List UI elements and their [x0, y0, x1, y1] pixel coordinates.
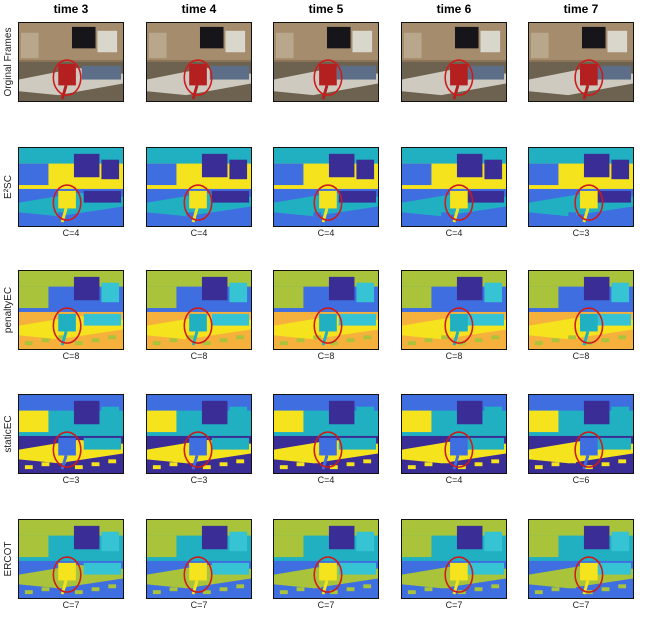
frame-seg-ercot-time-6 [401, 519, 507, 599]
column-header-time-4: time 4 [181, 2, 217, 16]
cluster-count-caption: C=7 [445, 600, 463, 610]
cluster-count-caption: C=8 [62, 351, 80, 361]
frame-seg-penalty-time-5 [273, 270, 379, 350]
highlight-circle [52, 556, 82, 593]
highlight-circle [574, 184, 604, 221]
frame-seg-e2sc-time-7 [528, 147, 634, 227]
row-label-4: ERCOT [3, 541, 14, 577]
cluster-count-caption: C=8 [445, 351, 463, 361]
highlight-circle [183, 556, 213, 593]
highlight-circle [574, 307, 604, 344]
frame-seg-static-time-6 [401, 394, 507, 474]
frame-photo-time-7 [528, 22, 634, 102]
frame-seg-static-time-4 [146, 394, 252, 474]
frame-photo-time-6 [401, 22, 507, 102]
frame-seg-penalty-time-3 [18, 270, 124, 350]
cluster-count-caption: C=3 [62, 475, 80, 485]
frame-photo-time-5 [273, 22, 379, 102]
highlight-circle [183, 184, 213, 221]
cluster-count-caption: C=4 [62, 228, 80, 238]
cluster-count-caption: C=7 [317, 600, 335, 610]
row-label-0: Orginal Frames [3, 27, 14, 97]
cluster-count-caption: C=4 [317, 475, 335, 485]
frame-seg-e2sc-time-6 [401, 147, 507, 227]
highlight-circle [444, 431, 474, 468]
highlight-circle [183, 307, 213, 344]
frame-seg-penalty-time-6 [401, 270, 507, 350]
row-label-2: penaltyEC [3, 286, 14, 334]
cluster-count-caption: C=7 [190, 600, 208, 610]
column-header-time-5: time 5 [308, 2, 344, 16]
cluster-count-caption: C=7 [572, 600, 590, 610]
cluster-count-caption: C=3 [572, 228, 590, 238]
column-header-time-7: time 7 [563, 2, 599, 16]
highlight-circle [574, 59, 604, 96]
frame-seg-static-time-5 [273, 394, 379, 474]
row-label-1: E²SC [3, 175, 14, 199]
highlight-circle [313, 184, 343, 221]
frame-seg-e2sc-time-5 [273, 147, 379, 227]
cluster-count-caption: C=8 [572, 351, 590, 361]
cluster-count-caption: C=4 [445, 228, 463, 238]
frame-photo-time-3 [18, 22, 124, 102]
cluster-count-caption: C=8 [190, 351, 208, 361]
highlight-circle [52, 184, 82, 221]
highlight-circle [444, 59, 474, 96]
frame-seg-ercot-time-4 [146, 519, 252, 599]
highlight-circle [183, 59, 213, 96]
highlight-circle [444, 556, 474, 593]
frame-seg-e2sc-time-3 [18, 147, 124, 227]
highlight-circle [183, 431, 213, 468]
highlight-circle [444, 307, 474, 344]
highlight-circle [444, 184, 474, 221]
frame-seg-ercot-time-5 [273, 519, 379, 599]
frame-seg-penalty-time-4 [146, 270, 252, 350]
cluster-count-caption: C=4 [190, 228, 208, 238]
frame-seg-ercot-time-7 [528, 519, 634, 599]
cluster-count-caption: C=7 [62, 600, 80, 610]
cluster-count-caption: C=6 [572, 475, 590, 485]
cluster-count-caption: C=3 [190, 475, 208, 485]
highlight-circle [52, 431, 82, 468]
frame-seg-penalty-time-7 [528, 270, 634, 350]
cluster-count-caption: C=8 [317, 351, 335, 361]
frame-seg-ercot-time-3 [18, 519, 124, 599]
highlight-circle [52, 307, 82, 344]
highlight-circle [574, 431, 604, 468]
frame-seg-static-time-3 [18, 394, 124, 474]
cluster-count-caption: C=4 [317, 228, 335, 238]
frame-photo-time-4 [146, 22, 252, 102]
frame-seg-e2sc-time-4 [146, 147, 252, 227]
highlight-circle [313, 59, 343, 96]
highlight-circle [52, 59, 82, 96]
row-label-3: staticEC [3, 415, 14, 453]
cluster-count-caption: C=4 [445, 475, 463, 485]
highlight-circle [574, 556, 604, 593]
frame-seg-static-time-7 [528, 394, 634, 474]
column-header-time-3: time 3 [53, 2, 89, 16]
highlight-circle [313, 431, 343, 468]
column-header-time-6: time 6 [436, 2, 472, 16]
highlight-circle [313, 307, 343, 344]
highlight-circle [313, 556, 343, 593]
